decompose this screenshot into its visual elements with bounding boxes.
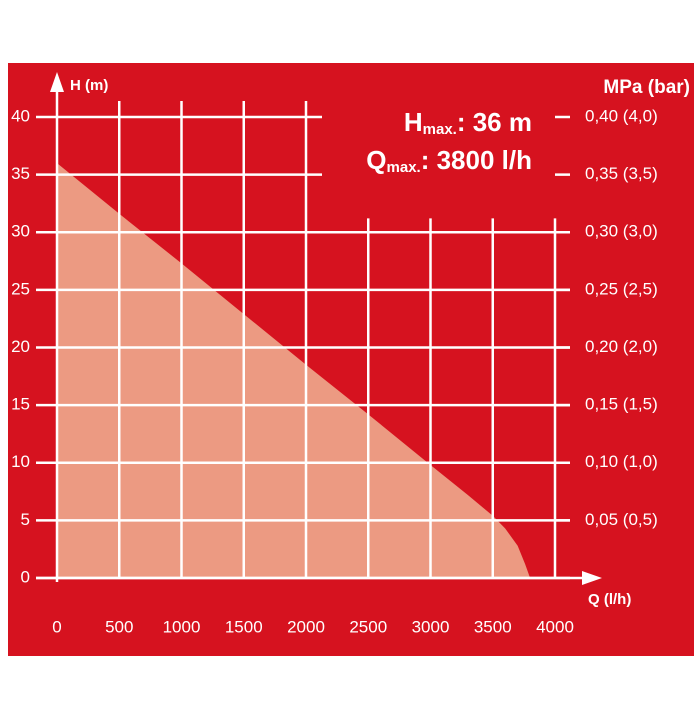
- y2-tick-label: 0,30 (3,0): [585, 222, 658, 241]
- x-tick-label: 2000: [287, 617, 325, 636]
- x-tick-label: 1500: [225, 617, 263, 636]
- y2-tick-label: 0,05 (0,5): [585, 510, 658, 529]
- y-tick-label: 5: [21, 510, 30, 529]
- y-axis-title: H (m): [70, 77, 108, 94]
- y-axis-arrow: [50, 72, 64, 92]
- y2-tick-label: 0,35 (3,5): [585, 164, 658, 183]
- annotation-sub: max.: [423, 121, 457, 138]
- x-tick-label: 3000: [412, 617, 450, 636]
- x-tick-label: 3500: [474, 617, 512, 636]
- annotation-rest: : 36 m: [457, 107, 532, 137]
- annotation: Qmax.: 3800 l/h: [366, 145, 532, 176]
- y-tick-label: 20: [11, 337, 30, 356]
- y2-axis-title: MPa (bar): [603, 77, 690, 98]
- y2-tick-label: 0,15 (1,5): [585, 395, 658, 414]
- y-tick-label: 15: [11, 395, 30, 414]
- y-tick-label: 10: [11, 452, 30, 471]
- x-tick-label: 1000: [163, 617, 201, 636]
- y-tick-label: 0: [21, 567, 30, 586]
- annotation-sub: max.: [387, 159, 421, 176]
- x-tick-label: 0: [52, 617, 61, 636]
- y-tick-label: 25: [11, 279, 30, 298]
- annotation-main: H: [404, 107, 423, 137]
- y2-tick-label: 0,10 (1,0): [585, 452, 658, 471]
- performance-area: [57, 163, 531, 578]
- x-axis-arrow: [582, 571, 602, 585]
- y-tick-label: 40: [11, 106, 30, 125]
- x-tick-label: 2500: [349, 617, 387, 636]
- annotation-main: Q: [366, 145, 386, 175]
- annotation: Hmax.: 36 m: [404, 107, 532, 138]
- y-tick-label: 30: [11, 222, 30, 241]
- y2-tick-label: 0,40 (4,0): [585, 106, 658, 125]
- y2-tick-label: 0,20 (2,0): [585, 337, 658, 356]
- x-tick-label: 500: [105, 617, 133, 636]
- x-axis-title: Q (l/h): [588, 591, 631, 608]
- y-tick-label: 35: [11, 164, 30, 183]
- y2-tick-label: 0,25 (2,5): [585, 279, 658, 298]
- annotation-rest: : 3800 l/h: [421, 145, 532, 175]
- x-tick-label: 4000: [536, 617, 574, 636]
